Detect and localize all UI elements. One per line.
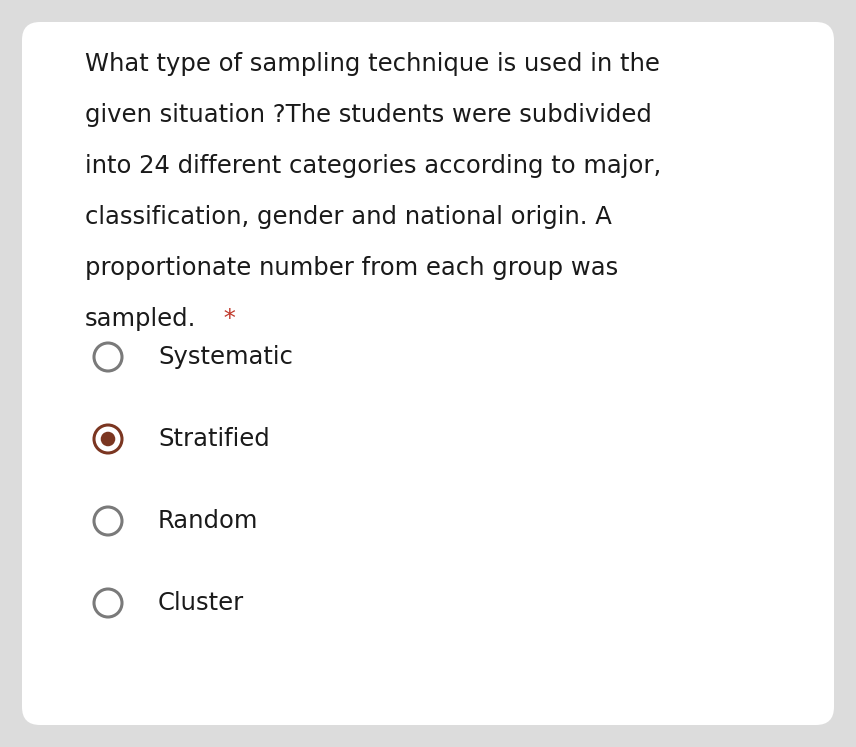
Circle shape	[101, 432, 116, 446]
Text: Systematic: Systematic	[158, 345, 293, 369]
Text: Cluster: Cluster	[158, 591, 244, 615]
Text: Stratified: Stratified	[158, 427, 270, 451]
Text: given situation ?The students were subdivided: given situation ?The students were subdi…	[85, 103, 652, 127]
Text: Random: Random	[158, 509, 259, 533]
Text: proportionate number from each group was: proportionate number from each group was	[85, 256, 618, 280]
Text: What type of sampling technique is used in the: What type of sampling technique is used …	[85, 52, 660, 76]
Text: into 24 different categories according to major,: into 24 different categories according t…	[85, 154, 661, 178]
Text: sampled.: sampled.	[85, 307, 196, 331]
Text: *: *	[216, 307, 236, 331]
FancyBboxPatch shape	[22, 22, 834, 725]
Text: classification, gender and national origin. A: classification, gender and national orig…	[85, 205, 612, 229]
